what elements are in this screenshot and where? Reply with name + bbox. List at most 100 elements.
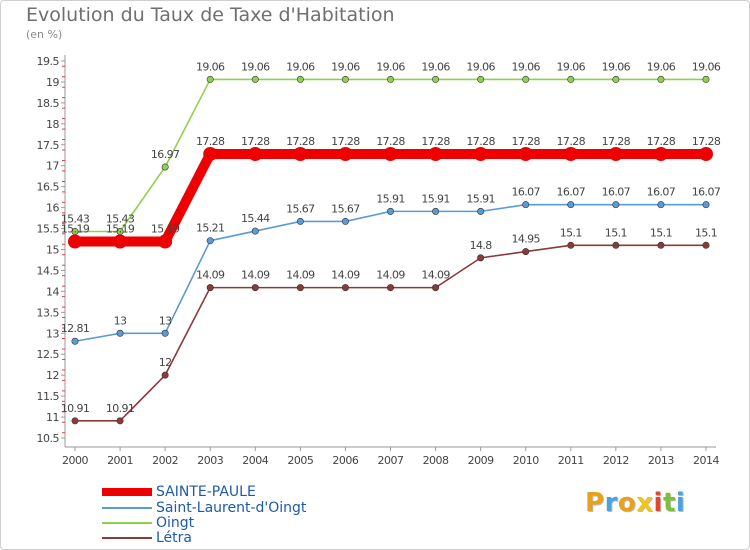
plot-area — [65, 55, 716, 447]
data-point — [702, 241, 710, 249]
data-label: 19.06 — [196, 60, 225, 73]
data-point — [522, 248, 530, 256]
data-label: 12.81 — [61, 322, 90, 335]
data-label: 17.28 — [647, 135, 676, 148]
y-tick-label: 17 — [46, 160, 59, 173]
data-label: 15.91 — [376, 192, 405, 205]
data-point — [657, 241, 665, 249]
legend-swatch — [102, 521, 152, 524]
data-label: 17.28 — [602, 135, 631, 148]
data-label: 17.28 — [376, 135, 405, 148]
data-point — [522, 75, 530, 83]
data-point — [386, 75, 394, 83]
chart-title: Evolution du Taux de Taxe d'Habitation — [26, 4, 395, 26]
x-tick-label: 2001 — [107, 454, 133, 467]
data-point — [432, 284, 440, 292]
data-label: 14.09 — [241, 269, 270, 282]
y-tick-label: 16 — [46, 202, 59, 215]
x-tick-label: 2013 — [648, 454, 674, 467]
data-point — [612, 75, 620, 83]
data-point — [203, 146, 218, 161]
x-tick-label: 2005 — [287, 454, 313, 467]
data-point — [338, 146, 353, 161]
data-point — [473, 146, 488, 161]
data-label: 14.09 — [376, 269, 405, 282]
x-tick-label: 2007 — [378, 454, 404, 467]
y-tick-label: 11.5 — [37, 390, 60, 403]
data-label: 16.07 — [647, 186, 676, 199]
data-point — [612, 241, 620, 249]
x-tick-label: 2008 — [423, 454, 449, 467]
data-label: 15.43 — [106, 212, 135, 225]
data-point — [296, 75, 304, 83]
data-point — [161, 329, 169, 337]
data-label: 17.28 — [511, 135, 540, 148]
data-point — [71, 417, 79, 425]
data-point — [567, 241, 575, 249]
data-point — [567, 75, 575, 83]
x-tick-label: 2010 — [513, 454, 539, 467]
data-point — [161, 371, 169, 379]
y-tick-label: 19.5 — [37, 55, 60, 68]
data-label: 15.1 — [605, 226, 627, 239]
x-tick-label: 2014 — [693, 454, 719, 467]
data-point — [116, 329, 124, 337]
data-label: 14.95 — [511, 233, 540, 246]
data-label: 16.97 — [151, 148, 180, 161]
legend-label: Oingt — [156, 514, 195, 531]
data-point — [657, 201, 665, 209]
data-label: 19.06 — [241, 60, 270, 73]
data-point — [386, 284, 394, 292]
data-label: 15.19 — [151, 223, 180, 236]
data-label: 19.06 — [421, 60, 450, 73]
data-point — [293, 146, 308, 161]
data-point — [158, 234, 173, 249]
data-label: 14.09 — [331, 269, 360, 282]
data-point — [161, 163, 169, 171]
data-point — [251, 75, 259, 83]
data-label: 19.06 — [557, 60, 586, 73]
data-point — [206, 284, 214, 292]
data-point — [71, 337, 79, 345]
data-label: 14.8 — [470, 239, 493, 252]
data-label: 15.67 — [286, 202, 315, 215]
data-point — [206, 237, 214, 245]
data-label: 15.1 — [560, 226, 582, 239]
data-label: 16.07 — [692, 186, 721, 199]
y-tick-label: 13.5 — [37, 306, 60, 319]
data-point — [386, 207, 394, 215]
legend-label: Saint-Laurent-d'Oingt — [156, 499, 307, 516]
y-tick-label: 12.5 — [37, 348, 60, 361]
legend-item: Létra — [102, 530, 192, 546]
y-tick-label: 16.5 — [37, 181, 60, 194]
data-label: 17.28 — [196, 135, 225, 148]
data-point — [206, 75, 214, 83]
data-point — [702, 201, 710, 209]
y-tick-label: 15.5 — [37, 223, 60, 236]
data-label: 19.06 — [286, 60, 315, 73]
data-label: 15.21 — [196, 222, 225, 235]
data-point — [432, 75, 440, 83]
data-point — [248, 146, 263, 161]
data-point — [251, 284, 259, 292]
data-label: 19.06 — [511, 60, 540, 73]
data-label: 19.06 — [602, 60, 631, 73]
data-label: 17.28 — [466, 135, 495, 148]
x-tick-label: 2003 — [197, 454, 223, 467]
data-point — [518, 146, 533, 161]
x-tick-label: 2012 — [603, 454, 629, 467]
data-point — [432, 207, 440, 215]
data-label: 14.09 — [196, 269, 225, 282]
data-point — [477, 254, 485, 262]
data-label: 19.06 — [376, 60, 405, 73]
data-point — [477, 75, 485, 83]
legend-swatch — [102, 506, 152, 509]
y-tick-label: 13 — [46, 327, 59, 340]
y-tick-label: 18.5 — [37, 97, 60, 110]
legend-swatch — [102, 487, 152, 496]
data-point — [116, 417, 124, 425]
y-tick-label: 15 — [46, 244, 59, 257]
y-tick-label: 19 — [46, 76, 59, 89]
data-label: 15.44 — [241, 212, 270, 225]
